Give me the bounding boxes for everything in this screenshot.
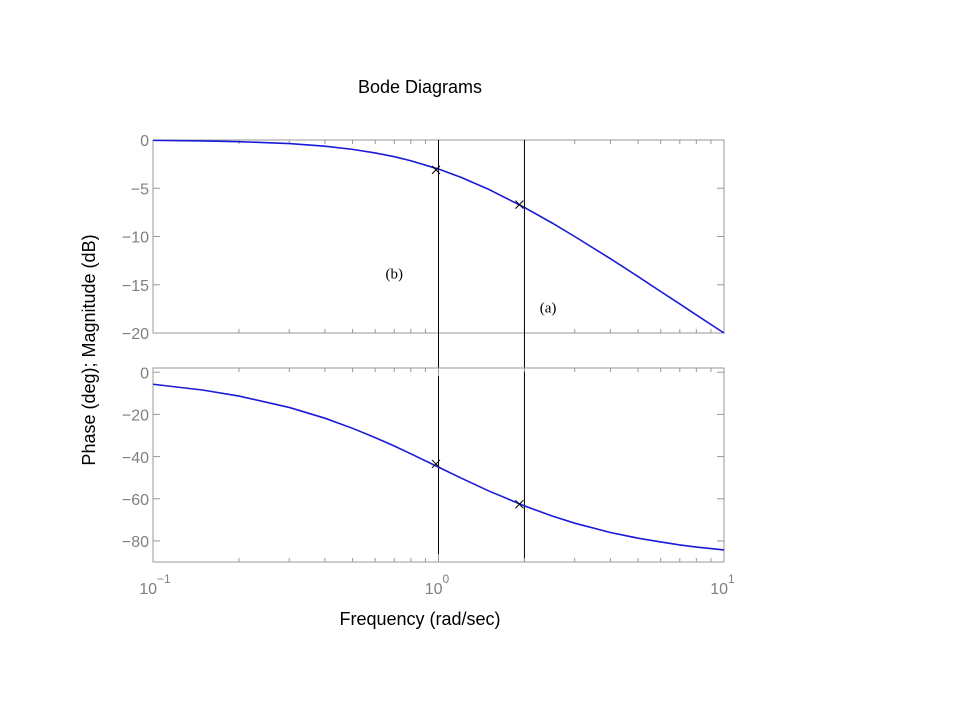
line-series bbox=[152, 139, 725, 334]
x-tick-exponent: −1 bbox=[157, 572, 171, 586]
chart-title: Bode Diagrams bbox=[358, 77, 482, 97]
x-tick-exponent: 0 bbox=[443, 572, 450, 586]
annotation: (a) bbox=[540, 300, 557, 316]
y-tick-label: −5 bbox=[131, 181, 149, 198]
x-tick-label: 10 bbox=[710, 581, 728, 598]
x-tick-exponent: 1 bbox=[728, 572, 735, 586]
x-axis-label: Frequency (rad/sec) bbox=[339, 609, 500, 629]
annotation: (b) bbox=[386, 267, 404, 283]
y-tick-label: −10 bbox=[122, 230, 149, 247]
y-tick-label: 0 bbox=[140, 365, 149, 382]
x-tick-label: 10 bbox=[425, 581, 443, 598]
y-tick-label: −80 bbox=[122, 534, 149, 551]
y-tick-label: −40 bbox=[122, 450, 149, 467]
y-axis-label: Phase (deg); Magnitude (dB) bbox=[79, 234, 99, 465]
y-tick-label: −15 bbox=[122, 278, 149, 295]
marker bbox=[515, 499, 524, 509]
y-tick-label: −20 bbox=[122, 326, 149, 343]
marker bbox=[515, 200, 524, 210]
y-tick-label: −20 bbox=[122, 408, 149, 425]
y-tick-label: 0 bbox=[140, 133, 149, 150]
x-tick-label: 10 bbox=[139, 581, 157, 598]
marker bbox=[431, 459, 441, 469]
line-series bbox=[152, 383, 725, 551]
y-tick-label: −60 bbox=[122, 492, 149, 509]
